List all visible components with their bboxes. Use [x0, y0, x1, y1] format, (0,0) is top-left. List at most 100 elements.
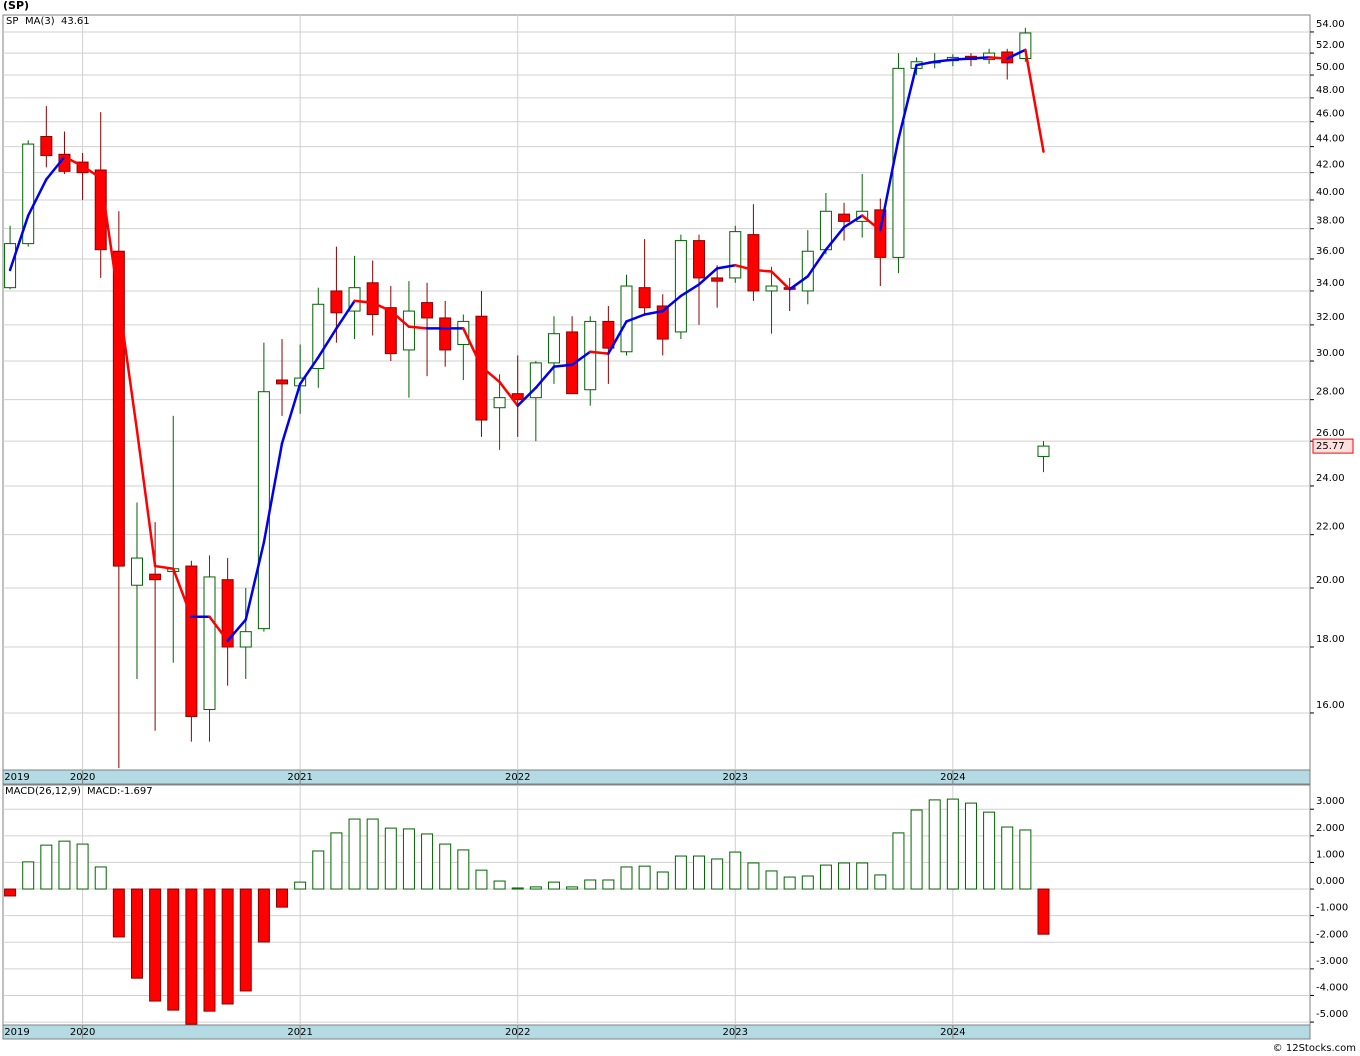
macd-bar	[892, 832, 905, 890]
ma-line	[317, 327, 338, 359]
macd-bar	[475, 869, 488, 890]
y-tick-label: 52.00	[1316, 40, 1345, 51]
macd-bar	[22, 861, 35, 890]
x-tick-label: 2023	[723, 772, 748, 783]
macd-bar	[384, 827, 397, 890]
ma-line	[607, 320, 628, 355]
ma-line	[99, 176, 121, 303]
candle-body	[221, 579, 234, 648]
macd-bar	[257, 888, 270, 943]
legend-value: 43.61	[61, 16, 90, 27]
macd-bar	[602, 879, 615, 890]
ma-line	[897, 63, 918, 141]
candle-body	[1037, 445, 1050, 457]
y-tick-label: -2.000	[1316, 929, 1348, 940]
y-tick-label: 50.00	[1316, 62, 1345, 73]
macd-bar	[983, 811, 996, 890]
ma-line	[462, 327, 483, 368]
ma-line	[1024, 48, 1045, 153]
macd-bar	[620, 866, 633, 890]
macd-bar	[711, 858, 724, 890]
footer: © 12Stocks.com	[1273, 1043, 1356, 1054]
macd-bar	[221, 888, 234, 1005]
macd-bar	[330, 832, 343, 890]
date-band	[2, 769, 1311, 785]
candle-body	[457, 320, 470, 345]
macd-bar	[693, 855, 706, 890]
ma-line	[734, 263, 755, 272]
y-tick-label: 38.00	[1316, 216, 1345, 227]
ma-line	[806, 248, 828, 278]
macd-bar	[747, 862, 760, 890]
macd-bar	[366, 818, 379, 890]
ma-line	[335, 299, 356, 330]
y-tick-label: -4.000	[1316, 982, 1348, 993]
candle-body	[656, 305, 669, 340]
y-tick-label: 28.00	[1316, 387, 1345, 398]
macd-bar	[656, 871, 669, 890]
ma-line	[552, 363, 574, 368]
candle-body	[801, 250, 814, 292]
ma-line	[117, 299, 139, 432]
macd-bar	[94, 866, 107, 890]
ma-line	[226, 618, 248, 643]
plot-area	[2, 784, 1311, 1026]
candle-body	[185, 565, 198, 717]
candle-body	[384, 307, 397, 355]
ma-line	[588, 350, 610, 355]
macd-bar	[4, 888, 17, 897]
y-tick-label: 20.00	[1316, 575, 1345, 586]
y-tick-label: 34.00	[1316, 278, 1345, 289]
ma-line	[842, 214, 864, 229]
macd-bar	[964, 802, 977, 890]
y-tick-label: 0.000	[1316, 876, 1345, 887]
macd-bar	[856, 862, 869, 890]
ma-line	[643, 309, 665, 316]
ma-line	[353, 299, 374, 304]
ma-line	[45, 155, 66, 181]
ma-line	[389, 309, 411, 328]
candle-body	[330, 290, 343, 314]
ma-line	[498, 380, 519, 407]
ma-line	[135, 429, 157, 568]
price-tag-label: 25.77	[1316, 441, 1345, 452]
y-tick-label: 16.00	[1316, 700, 1345, 711]
candle-body	[493, 397, 506, 409]
ma-line	[951, 57, 973, 61]
candle-body	[366, 282, 379, 315]
candle-body	[239, 631, 252, 648]
macd-bar	[946, 798, 959, 890]
ma-line	[171, 567, 193, 618]
ma-line	[824, 225, 846, 251]
macd-bar	[566, 886, 579, 890]
ma-line	[298, 356, 320, 386]
candle-body	[674, 240, 687, 333]
ma-line	[715, 263, 737, 270]
macd-bar	[149, 888, 162, 1002]
candle-body	[439, 317, 452, 351]
candle-body	[312, 303, 325, 370]
legend-label: MA(3)	[25, 16, 55, 27]
macd-bar	[547, 881, 560, 890]
candle-body	[547, 333, 560, 364]
macd-bar	[493, 880, 506, 890]
y-tick-label: 54.00	[1316, 19, 1345, 30]
y-tick-label: -3.000	[1316, 956, 1348, 967]
candle-body	[638, 287, 651, 309]
macd-bar	[348, 818, 361, 890]
x-tick-label: 2021	[287, 772, 312, 783]
candle-body	[421, 302, 434, 319]
candle-body	[348, 287, 361, 312]
macd-bar	[239, 888, 252, 992]
y-tick-label: 42.00	[1316, 160, 1345, 171]
macd-bar	[674, 855, 687, 890]
macd-bar	[1019, 829, 1032, 890]
candle-body	[22, 143, 35, 245]
y-tick-label: 44.00	[1316, 134, 1345, 145]
ma-line	[480, 365, 501, 384]
ma-line	[280, 382, 302, 445]
macd-bar	[312, 850, 325, 890]
ma-line	[661, 294, 683, 313]
ma-line	[262, 442, 284, 544]
